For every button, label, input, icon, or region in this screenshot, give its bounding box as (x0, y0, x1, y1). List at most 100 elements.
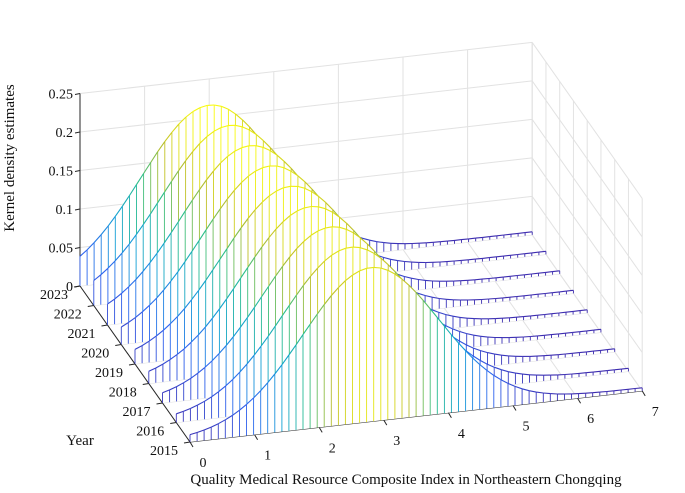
surface-curve-2015 (295, 334, 304, 346)
surface-curve-2021 (503, 275, 511, 278)
surface-curve-2023 (143, 162, 152, 174)
surface-curve-2017 (296, 241, 305, 249)
z-tick-mark (74, 285, 81, 288)
surface-curve-2016 (607, 369, 615, 372)
x-tick-label: 5 (523, 420, 530, 435)
surface-curve-2015 (352, 270, 360, 276)
surface-curve-2016 (614, 368, 622, 371)
surface-curve-2015 (309, 313, 318, 325)
surface-curve-2016 (486, 363, 495, 368)
y-tick-mark (115, 344, 122, 346)
surface-curve-2015 (585, 392, 593, 394)
surface-curve-2023 (235, 113, 243, 121)
y-axis-label: Year (66, 433, 94, 449)
surface-curve-2017 (303, 234, 312, 242)
surface-curve-2022 (510, 253, 518, 256)
surface-curve-2023 (164, 131, 173, 142)
surface-curve-2019 (523, 315, 531, 318)
y-tick-mark (128, 363, 136, 366)
surface-curve-2017 (239, 317, 248, 328)
surface-curve-2015 (436, 317, 445, 327)
surface-curve-2022 (503, 254, 511, 257)
surface-curve-2020 (170, 271, 179, 282)
surface-curve-2015 (196, 429, 205, 434)
y-tick-mark (87, 305, 94, 307)
surface-curve-2017 (183, 377, 192, 384)
surface-curve-2015 (620, 388, 629, 391)
surface-curve-2018 (169, 354, 178, 361)
surface-curve-2019 (191, 290, 200, 301)
surface-curve-2023 (228, 108, 236, 115)
surface-curve-2017 (268, 275, 276, 287)
surface-curve-2019 (459, 316, 468, 319)
surface-curve-2022 (524, 252, 532, 255)
surface-curve-2021 (149, 252, 158, 264)
side-wall-grid-z (531, 42, 643, 199)
surface-curve-2020 (545, 292, 553, 295)
surface-curve-2021 (255, 145, 264, 148)
surface-curve-2020 (297, 175, 306, 183)
surface-curve-2016 (621, 367, 629, 370)
z-tick-label: 0.25 (49, 88, 74, 103)
x-tick-label: 2 (329, 441, 336, 456)
surface-curve-2016 (211, 391, 219, 398)
surface-curve-2015 (528, 390, 537, 393)
y-tick-label: 2022 (54, 308, 82, 323)
surface-curve-2018 (197, 326, 206, 336)
surface-curve-2023 (447, 239, 455, 242)
surface-curve-2020 (523, 294, 532, 297)
surface-curve-2021 (425, 279, 433, 282)
surface-curve-2015 (592, 391, 600, 394)
surface-curve-2022 (482, 257, 490, 259)
surface-curve-2020 (142, 304, 150, 313)
side-wall-grid-z (531, 119, 643, 276)
surface-curve-2021 (205, 170, 214, 181)
surface-curve-2022 (163, 181, 172, 193)
surface-curve-2020 (276, 165, 284, 169)
surface-curve-2016 (225, 378, 234, 387)
surface-curve-2023 (93, 234, 102, 243)
surface-curve-2017 (232, 327, 241, 338)
surface-curve-2019 (445, 314, 454, 317)
x-tick-label: 4 (458, 427, 465, 442)
z-tick-mark (74, 131, 81, 134)
surface-curve-2023 (362, 237, 370, 241)
surface-curve-2018 (572, 331, 580, 333)
surface-curve-2020 (241, 175, 249, 184)
surface-curve-2021 (191, 189, 200, 201)
surface-curve-2020 (177, 261, 186, 273)
tick-layer: 0 1 2 3 4 5 6 7 2015 2016 2017 2018 2019 2020 2021 2022… (40, 88, 659, 472)
surface-curve-2021 (241, 145, 249, 149)
surface-curve-2022 (234, 124, 243, 128)
surface-curve-2015 (387, 269, 396, 275)
surface-curve-2019 (318, 196, 327, 204)
surface-curve-2020 (566, 289, 574, 292)
surface-curve-2015 (288, 344, 297, 356)
surface-curve-2016 (380, 257, 389, 266)
surface-curve-2022 (156, 192, 165, 204)
surface-curve-2015 (345, 274, 353, 282)
surface-curve-2021 (234, 147, 242, 152)
surface-curve-2019 (565, 310, 574, 313)
surface-curve-2020 (212, 208, 221, 220)
surface-curve-2015 (635, 387, 643, 390)
surface-curve-2015 (239, 403, 247, 411)
surface-curve-2022 (142, 213, 151, 226)
surface-curve-2018 (289, 210, 298, 217)
surface-curve-2015 (443, 325, 452, 336)
surface-curve-2016 (204, 396, 212, 402)
surface-curve-2021 (128, 279, 137, 288)
surface-curve-2015 (253, 390, 262, 399)
surface-curve-2016 (267, 325, 276, 337)
surface-curve-2019 (297, 185, 305, 189)
surface-curve-2023 (199, 104, 208, 109)
surface-curve-2016 (564, 373, 572, 376)
surface-curve-2018 (233, 277, 242, 290)
surface-curve-2022 (100, 267, 109, 276)
surface-curve-2019 (325, 202, 334, 211)
y-tick-mark (142, 383, 149, 385)
side-wall-grid-z (531, 80, 643, 238)
surface-curve-2016 (218, 385, 227, 393)
surface-curve-2021 (220, 155, 228, 164)
surface-curve-2017 (579, 351, 587, 354)
